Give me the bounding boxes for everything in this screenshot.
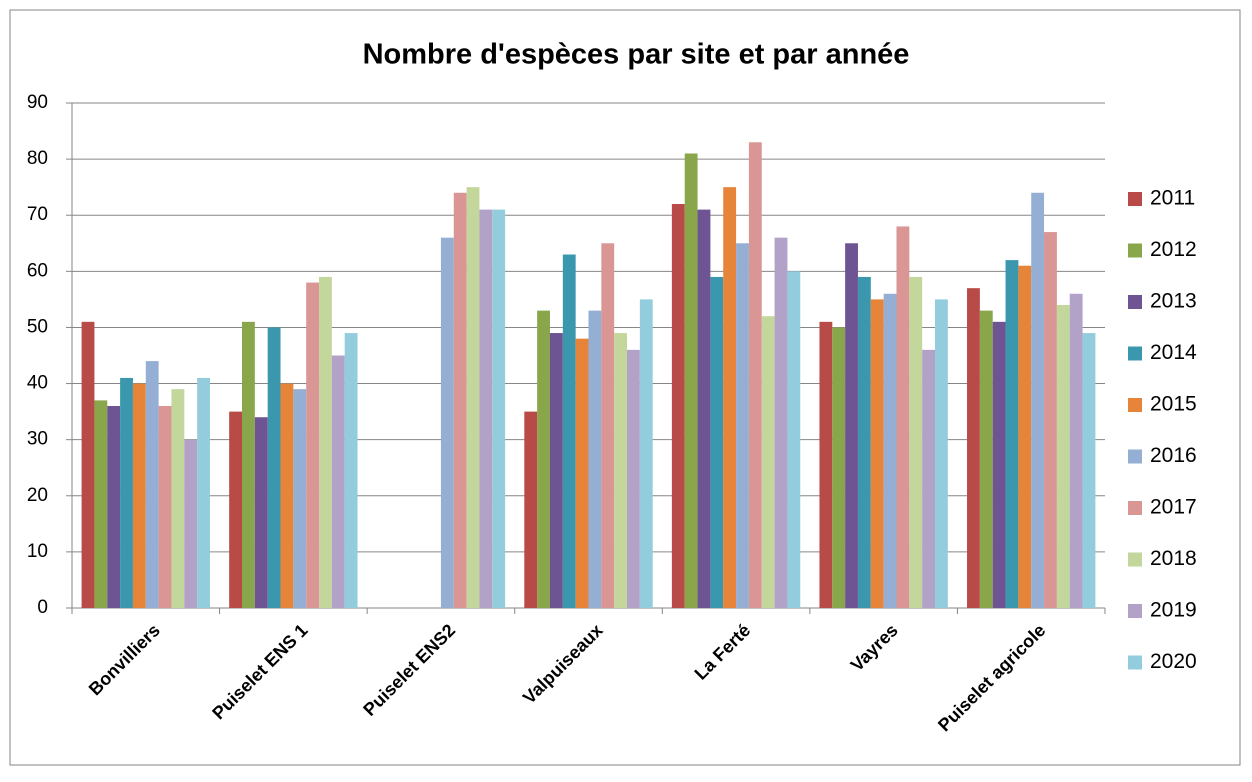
bar xyxy=(344,333,358,608)
bar xyxy=(934,299,948,608)
bar xyxy=(870,299,884,608)
legend-swatch xyxy=(1128,449,1142,464)
y-tick-label: 0 xyxy=(37,597,48,618)
bar xyxy=(479,209,493,608)
legend-swatch xyxy=(1128,552,1142,567)
bar xyxy=(1031,192,1045,608)
bar xyxy=(922,349,935,608)
y-tick-label: 30 xyxy=(27,429,48,450)
bar xyxy=(331,355,345,608)
bar xyxy=(158,406,172,608)
bar xyxy=(319,276,332,608)
bar xyxy=(761,316,775,608)
bar xyxy=(524,411,538,608)
bar xyxy=(883,293,897,608)
bar xyxy=(1056,305,1070,608)
legend-swatch xyxy=(1128,655,1142,670)
bar xyxy=(453,192,467,608)
bar xyxy=(896,226,910,608)
bar xyxy=(748,142,762,608)
legend-label: 2011 xyxy=(1150,187,1195,210)
bar xyxy=(120,377,133,608)
y-tick-label: 90 xyxy=(27,92,48,113)
bar xyxy=(306,282,320,608)
bar xyxy=(736,243,749,608)
y-tick-label: 10 xyxy=(27,541,48,562)
bar xyxy=(107,406,121,608)
bar xyxy=(229,411,243,608)
bar xyxy=(1005,260,1019,608)
y-tick-label: 20 xyxy=(27,485,48,506)
bar xyxy=(819,321,833,608)
bar xyxy=(575,338,589,608)
bar xyxy=(671,204,685,608)
bar xyxy=(1044,232,1057,609)
bar xyxy=(857,276,871,608)
bar xyxy=(967,288,980,608)
legend-swatch xyxy=(1128,501,1142,515)
bar xyxy=(537,310,550,608)
bar xyxy=(774,237,788,608)
bar xyxy=(184,439,198,608)
legend-swatch xyxy=(1128,295,1142,309)
y-tick-label: 80 xyxy=(27,148,48,169)
bar xyxy=(1018,265,1032,608)
legend-label: 2014 xyxy=(1150,341,1197,364)
legend-label: 2015 xyxy=(1150,393,1197,416)
legend-label: 2013 xyxy=(1150,290,1197,313)
y-tick-label: 60 xyxy=(27,260,48,281)
bar xyxy=(723,187,737,608)
legend-swatch xyxy=(1128,346,1142,361)
bar xyxy=(787,271,801,608)
bar xyxy=(697,209,711,608)
y-tick-label: 40 xyxy=(27,373,48,394)
bar xyxy=(492,209,506,608)
legend-label: 2016 xyxy=(1150,444,1197,467)
legend-swatch xyxy=(1128,604,1142,618)
bar xyxy=(267,327,281,608)
bar xyxy=(466,187,480,608)
bar xyxy=(132,383,146,608)
legend-label: 2012 xyxy=(1150,238,1197,261)
bar xyxy=(845,243,858,608)
bar xyxy=(171,389,185,608)
bar xyxy=(601,243,615,608)
chart-title: Nombre d'espèces par site et par année xyxy=(363,39,910,71)
bar xyxy=(562,254,576,608)
bar xyxy=(684,153,698,608)
bar xyxy=(614,333,628,608)
legend-swatch xyxy=(1128,243,1142,258)
bar xyxy=(1069,293,1083,608)
bar xyxy=(639,299,653,608)
legend-label: 2019 xyxy=(1150,599,1197,622)
bar xyxy=(588,310,602,608)
legend-swatch xyxy=(1128,192,1142,206)
y-tick-label: 50 xyxy=(27,316,48,337)
bar xyxy=(197,377,210,608)
bar xyxy=(254,417,268,608)
bar xyxy=(992,321,1006,608)
bar xyxy=(549,333,563,608)
bar xyxy=(979,310,993,608)
legend-label: 2020 xyxy=(1150,650,1197,673)
bar xyxy=(81,321,95,608)
legend-swatch xyxy=(1128,398,1142,412)
bar xyxy=(293,389,307,608)
legend-label: 2018 xyxy=(1150,547,1197,570)
y-tick-label: 70 xyxy=(27,204,48,225)
bar xyxy=(832,327,846,608)
bar xyxy=(1082,333,1096,608)
bar xyxy=(94,400,108,608)
legend-label: 2017 xyxy=(1150,496,1197,519)
bar xyxy=(909,276,923,608)
bar xyxy=(627,349,640,608)
bar xyxy=(145,361,159,608)
bar xyxy=(710,276,724,608)
bar xyxy=(440,237,454,608)
bar xyxy=(280,383,294,608)
bar xyxy=(242,321,255,608)
